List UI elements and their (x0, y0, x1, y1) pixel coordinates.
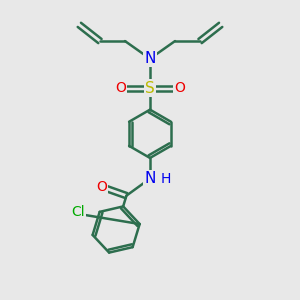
Text: H: H (161, 172, 171, 186)
Text: N: N (144, 171, 156, 186)
Text: O: O (96, 180, 107, 194)
Text: Cl: Cl (71, 205, 85, 219)
Text: S: S (145, 81, 155, 96)
Text: N: N (144, 51, 156, 66)
Text: O: O (174, 81, 185, 95)
Text: O: O (115, 81, 126, 95)
